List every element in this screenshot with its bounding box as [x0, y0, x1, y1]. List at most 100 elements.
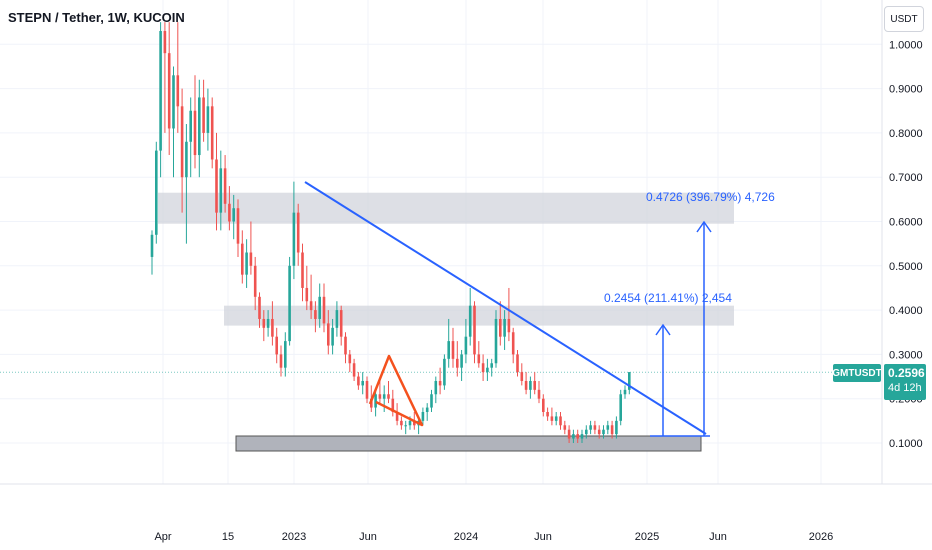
- candle-body: [559, 416, 562, 426]
- candle-body: [529, 380, 532, 390]
- candle: [193, 75, 197, 169]
- candle: [421, 407, 425, 426]
- candle-body: [335, 310, 339, 328]
- candle-body: [327, 323, 330, 346]
- candle: [559, 411, 562, 430]
- candle: [198, 79, 201, 178]
- candle-body: [425, 407, 429, 412]
- candle-body: [309, 301, 313, 311]
- candle: [537, 380, 541, 404]
- candle: [163, 22, 167, 133]
- candle-body: [486, 367, 489, 373]
- candle-body: [593, 425, 597, 430]
- candle: [468, 287, 472, 346]
- candle: [499, 301, 502, 346]
- candle-body: [189, 110, 192, 142]
- candle: [245, 239, 248, 288]
- candle-body: [421, 411, 425, 421]
- candle-body: [395, 411, 399, 421]
- candle-body: [305, 287, 309, 302]
- candle: [314, 301, 317, 333]
- candle: [572, 429, 575, 443]
- candle-body: [602, 429, 605, 435]
- x-tick-label: 2025: [635, 531, 659, 543]
- candle-body: [352, 363, 356, 377]
- candle-body: [473, 305, 476, 355]
- candle-body: [606, 425, 610, 430]
- last-price: 0.2596: [888, 366, 925, 380]
- candle: [395, 403, 399, 426]
- candle-body: [580, 434, 584, 439]
- candle-body: [176, 75, 180, 107]
- candle-body: [374, 394, 377, 408]
- candle: [357, 372, 360, 390]
- candle: [172, 66, 175, 178]
- candle-body: [610, 425, 614, 435]
- candle-body: [236, 208, 240, 244]
- candle-body: [206, 106, 210, 133]
- candle-body: [249, 252, 253, 266]
- candle: [279, 345, 283, 377]
- currency-button[interactable]: USDT: [884, 6, 924, 32]
- candle-body: [159, 31, 162, 151]
- candle-body: [456, 358, 459, 368]
- candle-body: [434, 380, 438, 395]
- candle: [434, 376, 438, 404]
- candle-body: [615, 420, 618, 435]
- candle-body: [576, 434, 579, 439]
- candle: [520, 363, 524, 386]
- time-axis[interactable]: Apr 15 2023 Jun 2024 Jun 2025 Jun 2026: [154, 531, 833, 543]
- candle: [365, 376, 369, 404]
- candle: [296, 203, 300, 266]
- candle: [606, 420, 610, 435]
- candle: [327, 310, 330, 355]
- candle: [352, 358, 356, 381]
- candle: [533, 372, 536, 395]
- candle-body: [468, 305, 472, 337]
- candle: [202, 79, 205, 142]
- candle: [628, 372, 631, 395]
- y-tick-label: 0.7000: [889, 172, 923, 184]
- y-tick-label: 0.3000: [889, 349, 923, 361]
- candle-body: [275, 336, 278, 355]
- candle: [271, 301, 274, 346]
- candle-body: [503, 318, 506, 337]
- candle: [348, 349, 352, 373]
- candle-body: [193, 110, 197, 156]
- candle-body: [619, 394, 622, 421]
- candle: [404, 420, 407, 435]
- candle: [262, 310, 266, 342]
- price-axis[interactable]: 1.0000 0.9000 0.8000 0.7000 0.6000 0.5000 0.40…: [889, 39, 923, 450]
- x-tick-label: Jun: [359, 531, 377, 543]
- candle-body: [597, 429, 601, 435]
- candle-body: [284, 341, 287, 368]
- candle-body: [228, 203, 231, 222]
- candle: [481, 354, 485, 381]
- candle: [524, 372, 528, 395]
- descending-trendline: [304, 181, 707, 435]
- candle-body: [361, 380, 364, 386]
- candle: [236, 199, 240, 257]
- candle-body: [185, 141, 188, 178]
- candle: [602, 425, 605, 439]
- x-tick-label: 2023: [282, 531, 306, 543]
- x-tick-label: Jun: [709, 531, 727, 543]
- y-tick-label: 0.6000: [889, 217, 923, 229]
- y-tick-label: 0.1000: [889, 438, 923, 450]
- candle-body: [542, 398, 545, 412]
- candle: [301, 243, 304, 302]
- candle: [180, 88, 184, 213]
- candle-body: [623, 389, 627, 395]
- candle-body: [331, 327, 334, 346]
- candle-body: [554, 416, 558, 421]
- candle: [378, 380, 382, 404]
- candle-body: [438, 380, 442, 386]
- candle: [443, 354, 446, 390]
- candle: [322, 283, 326, 333]
- candle-body: [413, 420, 416, 426]
- candle-body: [210, 106, 214, 160]
- candle-body: [219, 168, 223, 213]
- candle: [511, 327, 515, 364]
- y-tick-label: 0.5000: [889, 261, 923, 273]
